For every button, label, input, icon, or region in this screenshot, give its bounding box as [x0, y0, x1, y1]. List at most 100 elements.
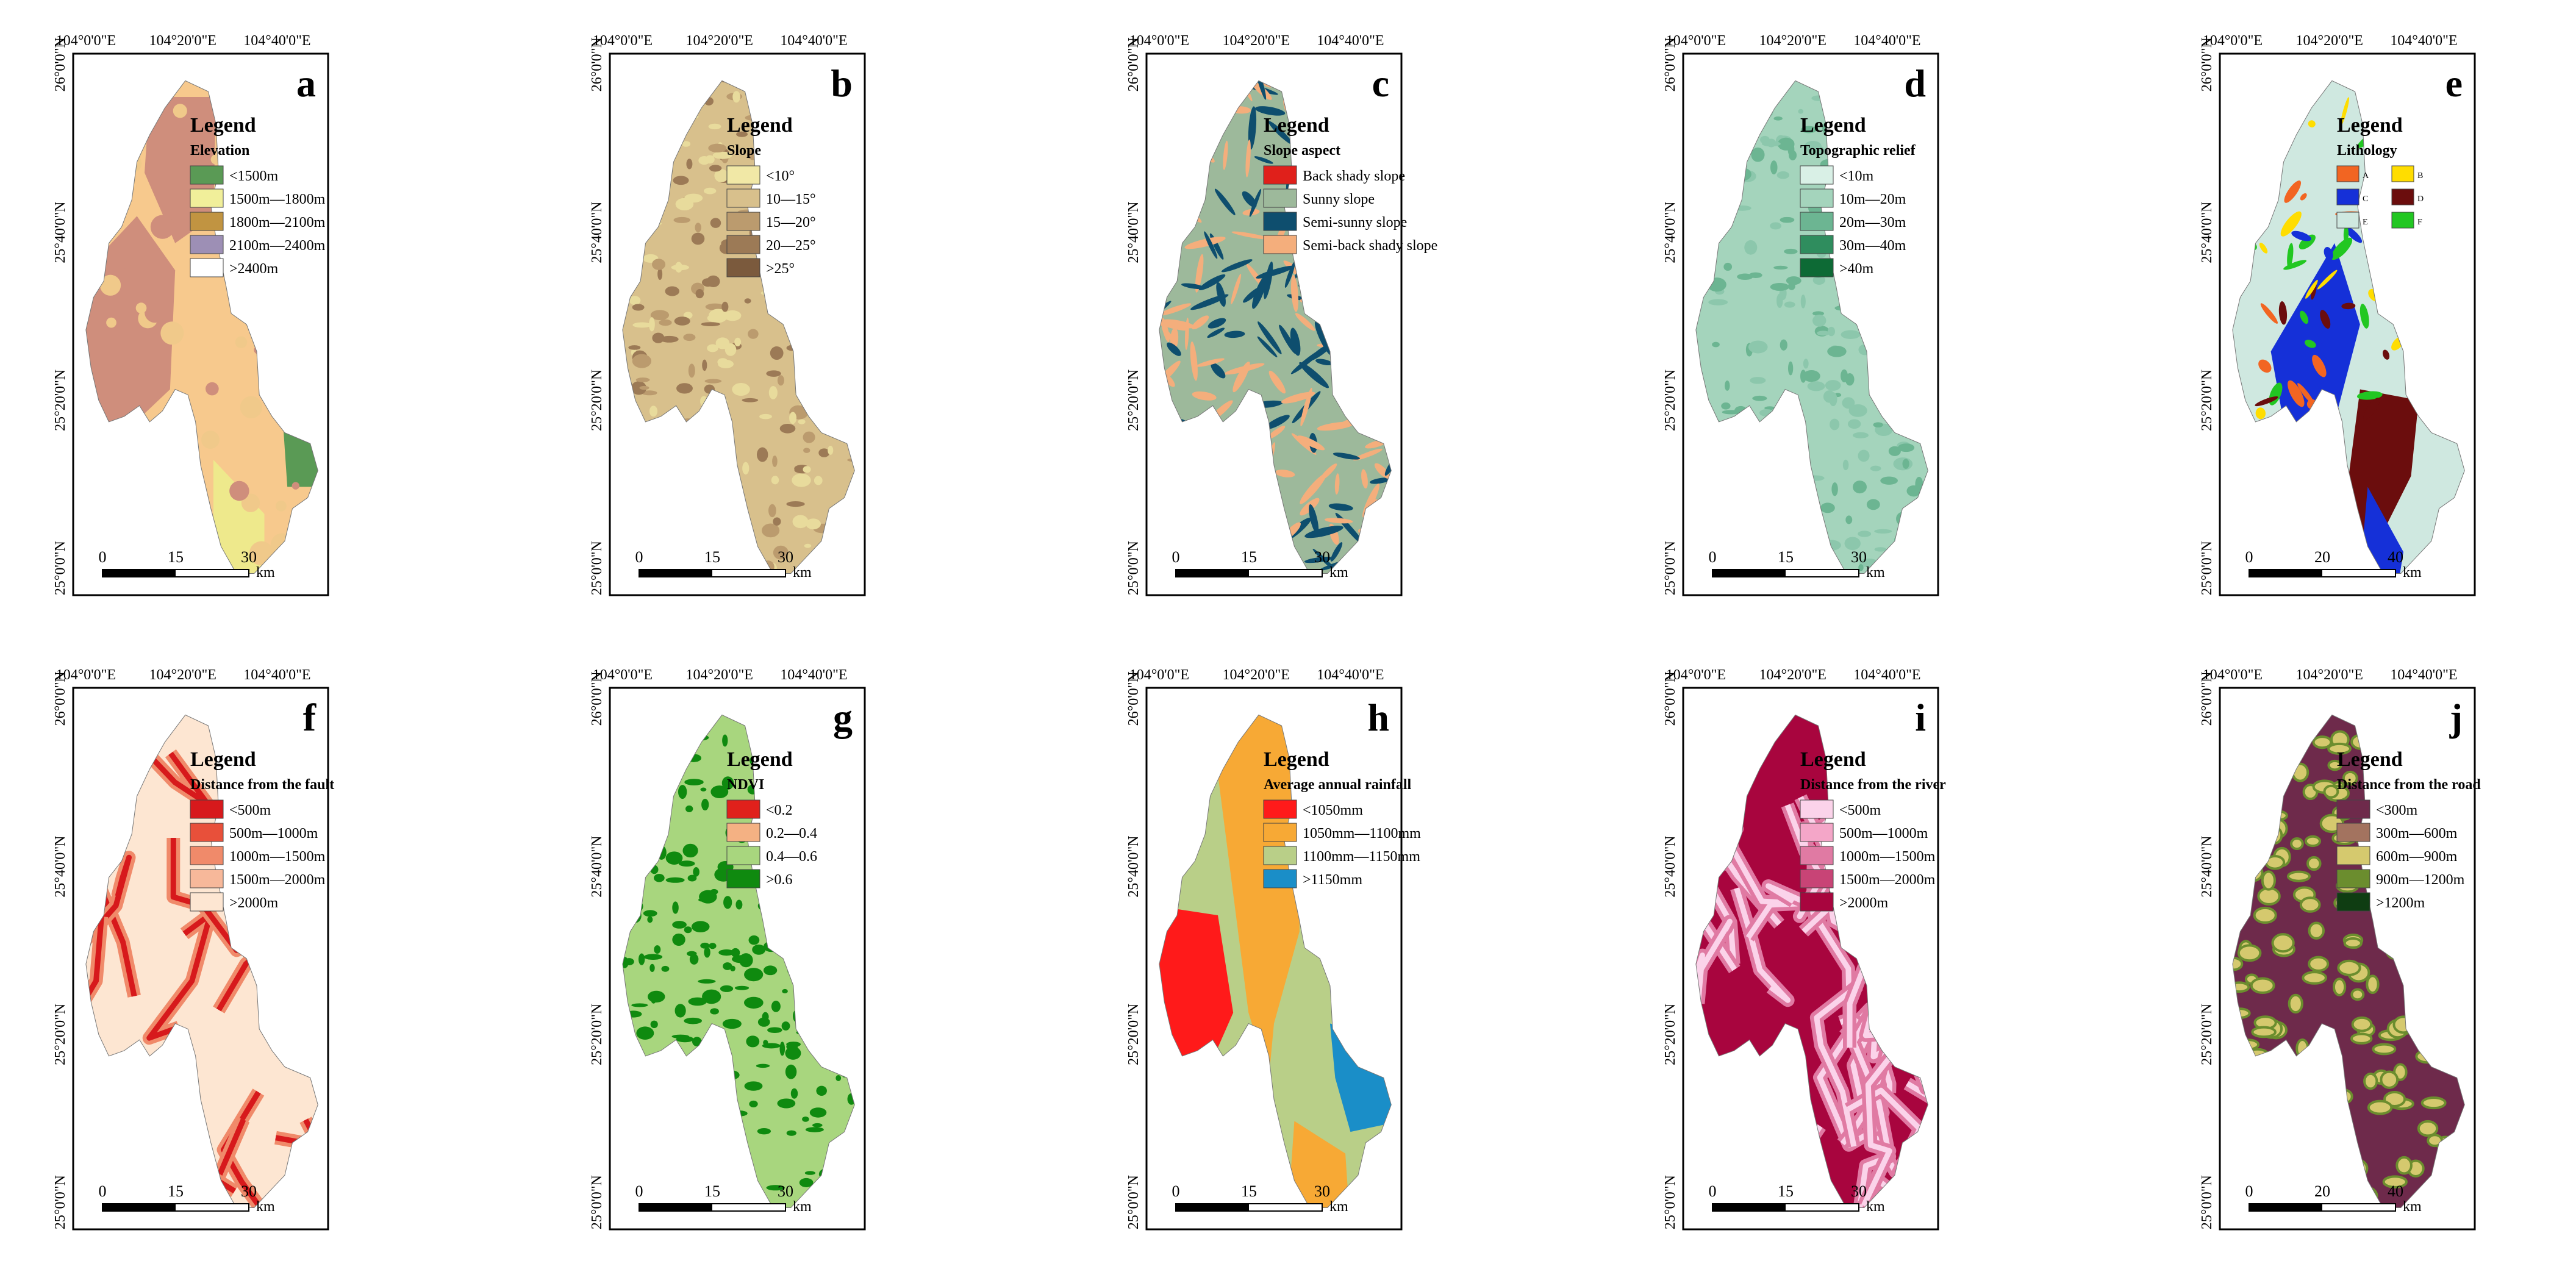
- raster-patch: [689, 954, 699, 965]
- raster-patch: [768, 386, 778, 399]
- raster-patch: [1874, 547, 1887, 552]
- raster-patch: [1750, 377, 1766, 384]
- raster-patch: [698, 155, 710, 165]
- raster-patch: [732, 91, 740, 103]
- legend-label: >1150mm: [1303, 872, 1362, 888]
- legend-swatch: [2336, 846, 2370, 865]
- legend-swatch: [1800, 823, 1834, 842]
- aspect-streak: [1370, 477, 1391, 484]
- road-distance-cell: [2286, 870, 2311, 882]
- raster-patch: [707, 314, 721, 323]
- legend-swatch: [1800, 235, 1834, 254]
- legend-swatch: [2336, 869, 2370, 888]
- raster-patch: [718, 949, 735, 956]
- legend-label: >2400m: [229, 261, 279, 277]
- raster-patch: [792, 515, 809, 529]
- raster-patch: [1853, 481, 1867, 494]
- legend-swatch: [2391, 165, 2414, 182]
- latitude-label: 26°0'0"N: [1662, 37, 1678, 91]
- longitude-label: 104°40'0"E: [2390, 667, 2457, 683]
- raster-patch: [802, 1116, 809, 1122]
- aspect-streak: [1181, 283, 1205, 290]
- raster-patch: [804, 1171, 816, 1175]
- aspect-streak: [1334, 473, 1340, 495]
- raster-patch: [631, 381, 647, 395]
- legend-swatch: [726, 258, 760, 277]
- legend-title: Lithology: [2337, 143, 2397, 159]
- legend-swatch: [726, 235, 760, 254]
- legend-heading: Legend: [1264, 748, 1329, 771]
- road-distance-cell: [2299, 896, 2321, 913]
- legend-label: B: [2417, 171, 2423, 180]
- panel-letter: a: [296, 62, 316, 105]
- scale-tick-label: 0: [635, 548, 643, 566]
- legend-label: 1100mm—1150mm: [1303, 849, 1420, 865]
- buffer-core: [1828, 1100, 1892, 1208]
- legend-label: <500m: [1839, 802, 1881, 818]
- lithology-unit: [2312, 354, 2327, 377]
- raster-patch: [674, 316, 690, 326]
- latitude-label: 25°20'0"N: [589, 370, 605, 431]
- longitude-label: 104°20'0"E: [686, 667, 753, 683]
- raster-patch: [699, 890, 717, 904]
- legend-label: F: [2417, 218, 2422, 227]
- latitude-label: 25°20'0"N: [52, 1004, 68, 1065]
- legend-swatch: [726, 869, 760, 888]
- longitude-label: 104°0'0"E: [1129, 33, 1189, 49]
- legend-swatch: [190, 869, 224, 888]
- raster-patch: [746, 1035, 760, 1048]
- map-panel-b: 104°0'0"E 104°20'0"E 104°40'0"E 26°0'0"N 25°…: [589, 33, 866, 596]
- aspect-streak: [1353, 448, 1383, 461]
- lithology-unit: [2300, 310, 2309, 324]
- legend-swatch: [2391, 212, 2414, 229]
- longitude-label: 104°20'0"E: [149, 667, 216, 683]
- raster-patch: [1812, 311, 1825, 316]
- raster-patch: [1841, 330, 1861, 339]
- raster-patch: [643, 954, 663, 960]
- zone-patch: [240, 396, 263, 419]
- aspect-streak: [1324, 518, 1353, 524]
- legend-label: <0.2: [766, 802, 793, 818]
- aspect-streak: [1297, 435, 1325, 451]
- zone-patch: [173, 104, 187, 118]
- raster-patch: [686, 159, 693, 170]
- buffer-core: [1814, 982, 1861, 1147]
- legend-swatch: [190, 823, 224, 842]
- lithology-unit: [2320, 310, 2331, 329]
- lithology-unit: [2340, 97, 2350, 126]
- raster-patch: [779, 423, 796, 434]
- raster-patch: [1803, 359, 1809, 369]
- raster-patch: [1800, 295, 1806, 309]
- raster-patch: [707, 344, 718, 352]
- map-panel-i: 104°0'0"E 104°20'0"E 104°40'0"E 26°0'0"N 25°…: [1662, 667, 1946, 1231]
- longitude-label: 104°20'0"E: [1759, 667, 1826, 683]
- raster-patch: [771, 1001, 781, 1012]
- latitude-label: 25°0'0"N: [1126, 1175, 1142, 1229]
- raster-patch: [803, 466, 811, 473]
- raster-patch: [643, 910, 657, 917]
- latitude-label: 25°0'0"N: [589, 541, 605, 595]
- raster-patch: [705, 303, 724, 310]
- scale-tick-label: 0: [635, 1182, 643, 1200]
- longitude-label: 104°40'0"E: [1317, 667, 1384, 683]
- raster-patch: [684, 1017, 703, 1024]
- legend-swatch: [726, 799, 760, 819]
- raster-patch: [1830, 418, 1840, 431]
- raster-patch: [710, 785, 729, 799]
- raster-patch: [1712, 341, 1720, 348]
- raster-patch: [756, 447, 768, 462]
- aspect-streak: [1190, 341, 1198, 381]
- map-panel-f: 104°0'0"E 104°20'0"E 104°40'0"E 26°0'0"N 25°…: [52, 667, 334, 1231]
- scale-unit-label: km: [1866, 1199, 1885, 1215]
- latitude-label: 26°0'0"N: [1662, 671, 1678, 726]
- legend-swatch: [190, 846, 224, 865]
- raster-patch: [671, 264, 689, 271]
- aspect-streak: [1231, 273, 1242, 304]
- raster-patch: [706, 275, 720, 288]
- scale-tick-label: 30: [241, 548, 257, 566]
- raster-patch: [693, 867, 699, 877]
- legend-heading: Legend: [190, 114, 256, 137]
- map-panel-d: 104°0'0"E 104°20'0"E 104°40'0"E 26°0'0"N 25°…: [1662, 33, 1939, 596]
- road-distance-cell: [2308, 921, 2325, 940]
